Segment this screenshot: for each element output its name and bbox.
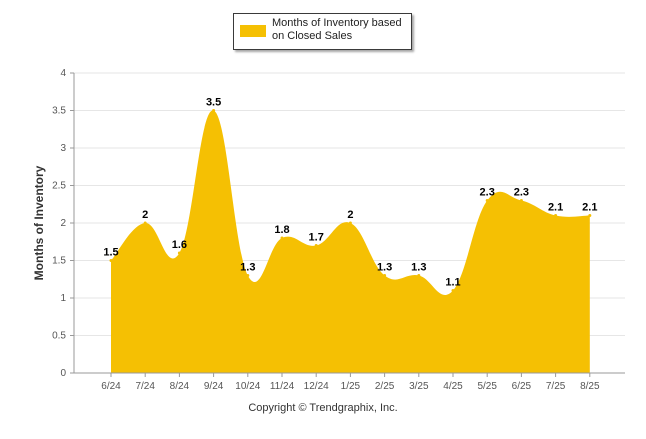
x-tick-label: 9/24 bbox=[204, 381, 224, 392]
x-tick-label: 1/25 bbox=[341, 381, 361, 392]
y-tick-label: 2.5 bbox=[52, 181, 66, 192]
data-point bbox=[314, 244, 318, 247]
legend-label: Months of Inventory based on Closed Sale… bbox=[272, 17, 402, 42]
data-label: 1.7 bbox=[309, 232, 324, 244]
data-label: 2 bbox=[142, 209, 148, 221]
y-tick-label: 0 bbox=[60, 368, 66, 379]
data-point bbox=[417, 274, 421, 277]
data-point bbox=[588, 214, 592, 217]
x-tick-label: 6/25 bbox=[512, 381, 532, 392]
data-label: 1.6 bbox=[172, 239, 187, 251]
data-point bbox=[554, 214, 558, 217]
y-tick-label: 3.5 bbox=[52, 106, 66, 117]
legend: Months of Inventory based on Closed Sale… bbox=[233, 13, 412, 50]
y-tick-label: 4 bbox=[60, 68, 66, 79]
x-tick-label: 10/24 bbox=[235, 381, 260, 392]
data-point bbox=[348, 221, 352, 225]
data-point bbox=[246, 274, 250, 277]
data-point bbox=[177, 251, 181, 255]
data-point bbox=[485, 199, 489, 202]
x-tick-label: 7/25 bbox=[546, 381, 566, 392]
data-label: 1.3 bbox=[411, 262, 426, 274]
data-point bbox=[280, 236, 284, 240]
x-tick-label: 8/24 bbox=[170, 381, 190, 392]
data-label: 2.3 bbox=[514, 187, 529, 199]
data-label: 1.5 bbox=[103, 247, 118, 259]
legend-swatch bbox=[240, 25, 266, 37]
x-tick-label: 7/24 bbox=[135, 381, 155, 392]
data-point bbox=[383, 274, 387, 277]
x-tick-label: 5/25 bbox=[477, 381, 497, 392]
x-tick-label: 12/24 bbox=[304, 381, 329, 392]
x-tick-label: 4/25 bbox=[443, 381, 463, 392]
data-label: 3.5 bbox=[206, 97, 221, 109]
y-tick-label: 1.5 bbox=[52, 256, 66, 267]
data-label: 1.3 bbox=[377, 262, 392, 274]
x-tick-label: 11/24 bbox=[270, 381, 295, 392]
data-label: 2.1 bbox=[548, 202, 563, 214]
x-tick-label: 8/25 bbox=[580, 381, 600, 392]
y-axis-title: Months of Inventory bbox=[32, 165, 46, 280]
data-point bbox=[212, 109, 216, 112]
x-tick-label: 3/25 bbox=[409, 381, 429, 392]
y-tick-label: 2 bbox=[60, 218, 66, 229]
data-point bbox=[109, 259, 113, 262]
data-label: 2.1 bbox=[582, 202, 597, 214]
copyright-text: Copyright © Trendgraphix, Inc. bbox=[248, 402, 398, 414]
y-tick-label: 1 bbox=[60, 293, 66, 304]
data-point bbox=[143, 221, 147, 225]
x-tick-label: 2/25 bbox=[375, 381, 395, 392]
data-point bbox=[519, 199, 523, 202]
data-point bbox=[451, 289, 455, 292]
data-label: 1.8 bbox=[274, 224, 289, 236]
data-label: 1.1 bbox=[445, 277, 460, 289]
data-label: 2 bbox=[347, 209, 353, 221]
data-label: 1.3 bbox=[240, 262, 255, 274]
data-label: 2.3 bbox=[480, 187, 495, 199]
y-tick-label: 3 bbox=[60, 143, 66, 154]
area-series bbox=[111, 110, 590, 373]
y-tick-label: 0.5 bbox=[52, 331, 66, 342]
x-tick-label: 6/24 bbox=[101, 381, 121, 392]
